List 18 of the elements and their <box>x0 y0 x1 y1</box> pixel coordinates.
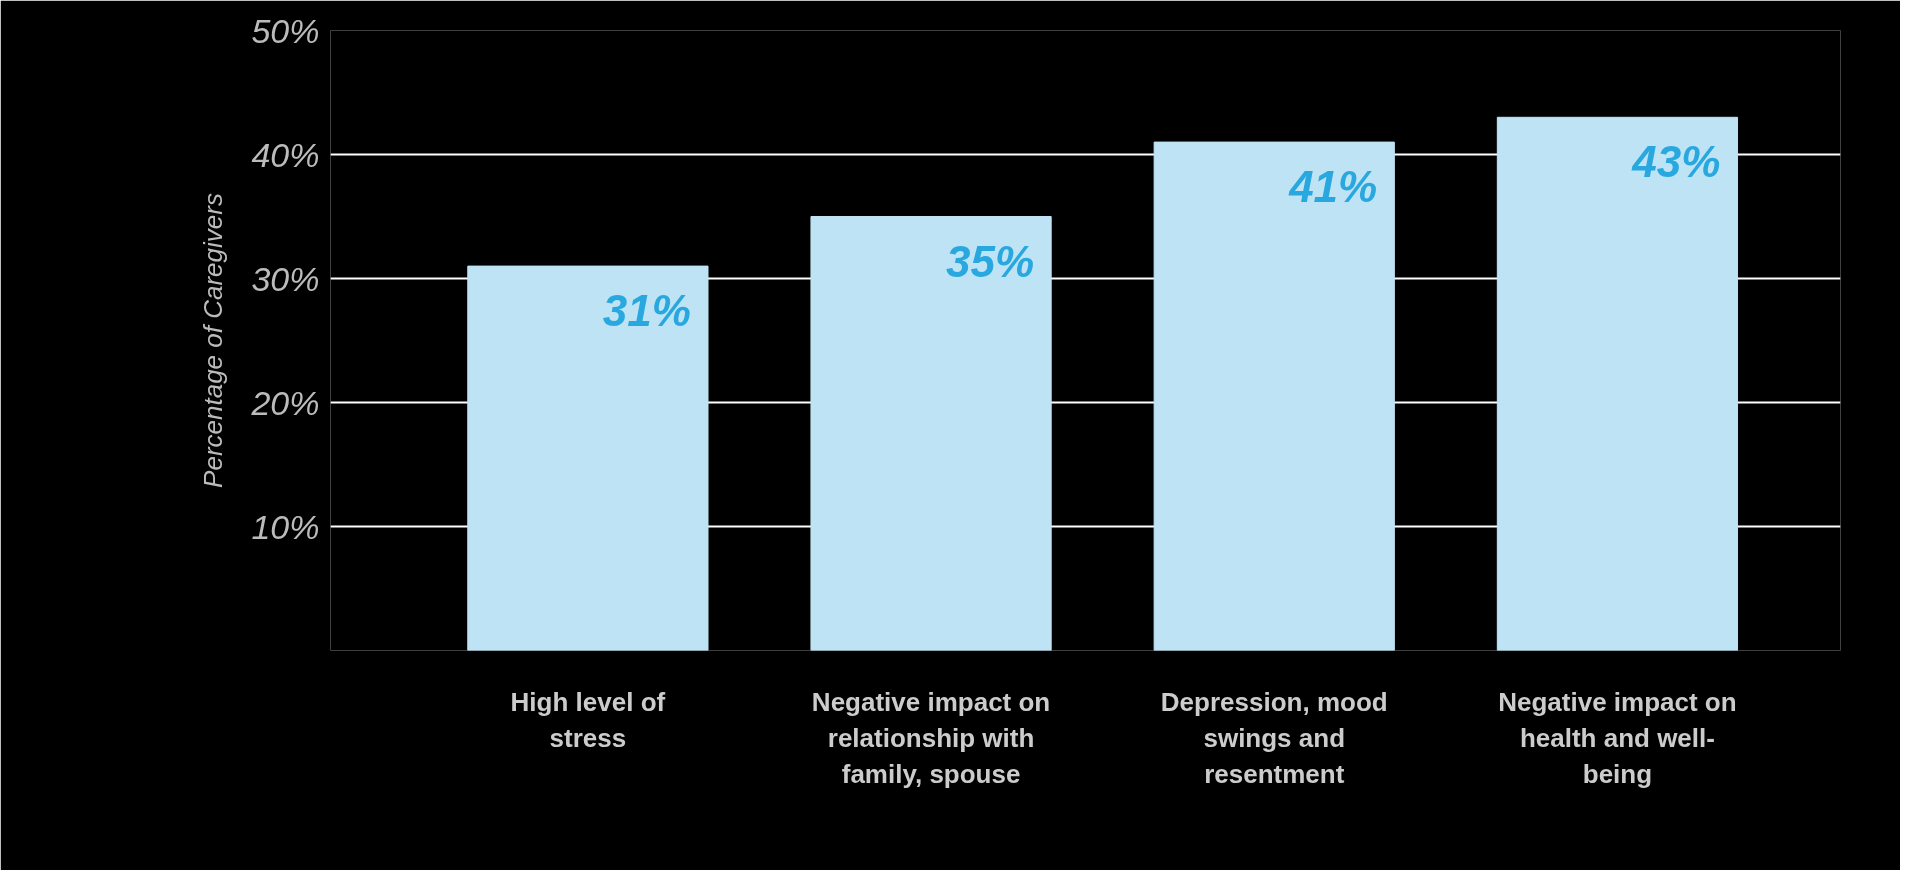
x-tick-label: High level of stress <box>510 686 666 753</box>
y-tick-label: 20% <box>250 383 320 422</box>
y-tick-label: 40% <box>251 135 320 174</box>
data-label: 41% <box>1288 162 1378 212</box>
bar <box>1153 141 1395 651</box>
data-label: 35% <box>945 236 1035 286</box>
y-tick-label: 30% <box>251 259 320 298</box>
bar <box>1496 116 1739 651</box>
x-tick-label: Depression, mood swings and resentment <box>1160 686 1388 789</box>
x-tick-label: Negative impact on health and well-being <box>1498 686 1737 789</box>
y-tick-label: 10% <box>251 507 320 546</box>
bar <box>467 265 709 651</box>
bar <box>810 216 1052 651</box>
y-tick-label: 50% <box>251 11 320 50</box>
data-label: 43% <box>1631 137 1721 187</box>
y-axis-title: Percentage of Caregivers <box>198 193 229 488</box>
x-tick-label: Negative impact on relationship with family, spouse <box>811 686 1051 789</box>
data-label: 31% <box>602 286 691 336</box>
